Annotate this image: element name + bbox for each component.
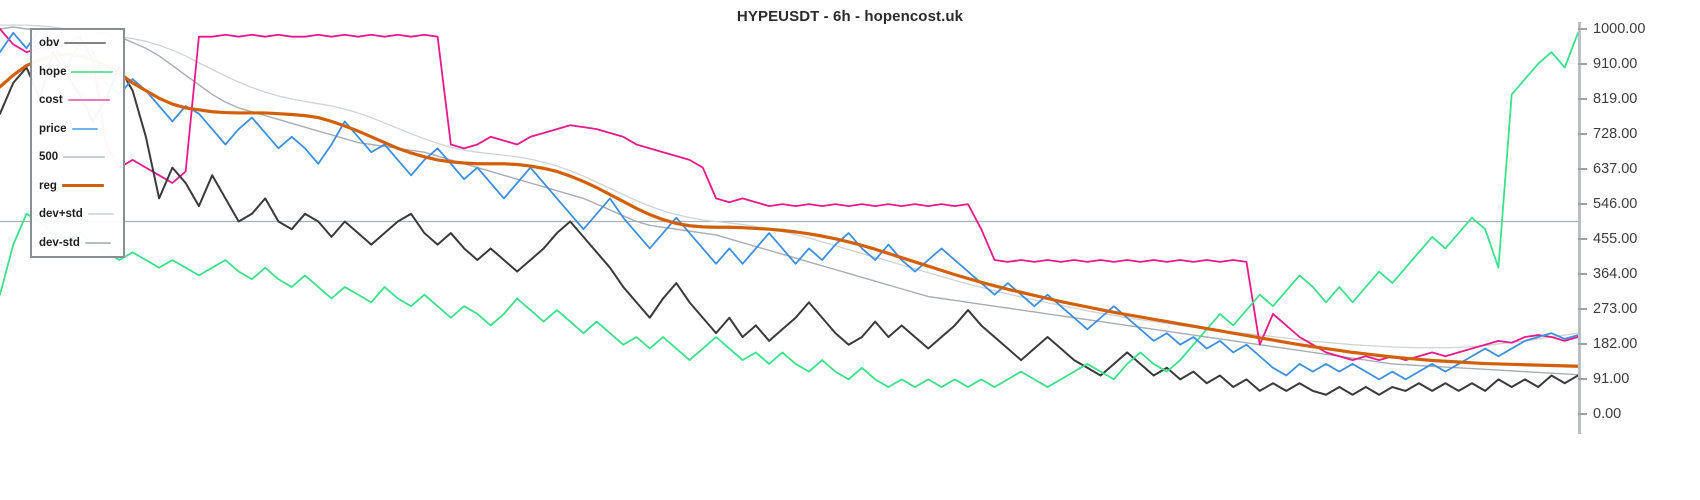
y-axis-tick (1578, 98, 1587, 100)
page-title: HYPEUSDT - 6h - hopencost.uk (736, 8, 964, 25)
legend-item-obv[interactable]: obv (39, 36, 107, 50)
legend-item-label: 500 (39, 151, 59, 163)
plot-area (0, 22, 1578, 434)
legend-item-dev-std[interactable]: dev+std (39, 207, 114, 221)
y-axis-tick (1578, 308, 1587, 310)
y-axis-tick-label: 364.00 (1593, 266, 1638, 282)
y-axis-tick-label: 819.00 (1593, 91, 1638, 107)
legend-item-label: dev-std (39, 236, 80, 249)
y-axis-tick (1578, 28, 1587, 30)
legend-color-swatch (71, 127, 98, 130)
y-axis-tick-label: 910.00 (1593, 56, 1638, 72)
y-axis-tick-label: 546.00 (1593, 196, 1638, 212)
y-axis-tick (1578, 63, 1587, 65)
y-axis-spine (1578, 22, 1581, 434)
chart-canvas (0, 24, 1578, 396)
legend-color-swatch (63, 156, 106, 158)
y-axis-tick-label: 0.00 (1593, 406, 1622, 422)
legend-item-price[interactable]: price (39, 122, 98, 136)
y-axis-tick (1578, 413, 1587, 415)
legend-color-swatch (67, 99, 110, 101)
y-axis-tick-label: 637.00 (1593, 161, 1638, 177)
legend-color-swatch (61, 183, 104, 188)
legend-item-label: cost (39, 94, 63, 106)
series-line-hope (0, 31, 1578, 388)
series-line-obv (0, 51, 1578, 396)
y-axis-tick-label: 1000.00 (1593, 21, 1646, 37)
y-axis-tick (1578, 168, 1587, 170)
y-axis-tick (1578, 378, 1587, 380)
series-line-dev-std (0, 24, 1578, 349)
legend-item-dev-std[interactable]: dev-std (39, 236, 111, 250)
chart-legend[interactable]: obv hope cost price 500 reg dev+std dev-std (30, 28, 125, 258)
series-line-reg (0, 52, 1578, 368)
y-axis-tick-label: 455.00 (1593, 231, 1638, 247)
y-axis-tick (1578, 343, 1587, 345)
y-axis-tick-label: 182.00 (1593, 336, 1638, 352)
legend-item-label: dev+std (39, 208, 83, 220)
y-axis-tick-label: 273.00 (1593, 301, 1638, 317)
y-axis-tick-label: 728.00 (1593, 126, 1638, 142)
y-axis-tick (1578, 133, 1587, 135)
legend-item-label: price (39, 122, 67, 135)
legend-item-reg[interactable]: reg (39, 179, 104, 193)
series-line-cost (0, 28, 1578, 361)
legend-item-500[interactable]: 500 (39, 150, 106, 164)
legend-color-swatch (87, 213, 114, 215)
legend-item-label: obv (39, 37, 60, 49)
legend-item-cost[interactable]: cost (39, 93, 110, 107)
series-line-price (0, 28, 1578, 381)
y-axis-tick (1578, 273, 1587, 275)
y-axis-tick-label: 91.00 (1593, 371, 1630, 387)
legend-color-swatch (71, 70, 114, 73)
legend-color-swatch (84, 241, 111, 244)
y-axis-tick (1578, 203, 1587, 205)
y-axis: 1000.00 910.00 819.00 728.00 637.00 546.00 455… (1578, 21, 1700, 434)
legend-item-label: hope (39, 65, 67, 78)
y-axis-tick (1578, 238, 1587, 240)
legend-color-swatch (64, 42, 107, 44)
legend-item-hope[interactable]: hope (39, 65, 114, 79)
legend-item-label: reg (39, 179, 57, 192)
